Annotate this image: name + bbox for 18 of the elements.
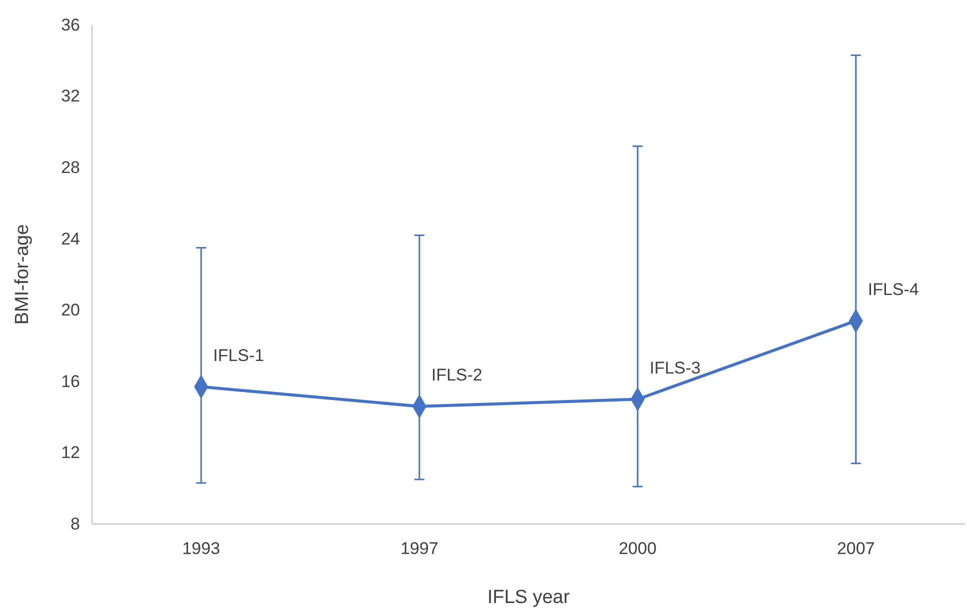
y-tick-label: 28 (61, 158, 80, 178)
x-tick-label: 1997 (400, 539, 438, 558)
y-tick-label: 8 (70, 514, 80, 534)
y-tick-label: 12 (61, 443, 80, 462)
annotation: IFLS-1 (213, 346, 264, 365)
y-tick-label: 32 (61, 86, 80, 106)
x-tick-label: 1993 (182, 539, 220, 558)
y-tick-label: 16 (61, 372, 80, 391)
annotation: IFLS-2 (431, 365, 482, 384)
x-tick-label: 2007 (836, 539, 875, 558)
y-tick-label: 24 (61, 229, 80, 248)
y-tick-label: 36 (61, 15, 80, 34)
x-axis-title: IFLS year (487, 587, 570, 608)
x-tick-label: 2000 (618, 539, 657, 558)
y-tick-label: 20 (61, 300, 80, 320)
annotation: IFLS-4 (868, 280, 919, 299)
annotation: IFLS-3 (650, 358, 701, 378)
y-axis-title: BMI-for-age (12, 224, 33, 325)
